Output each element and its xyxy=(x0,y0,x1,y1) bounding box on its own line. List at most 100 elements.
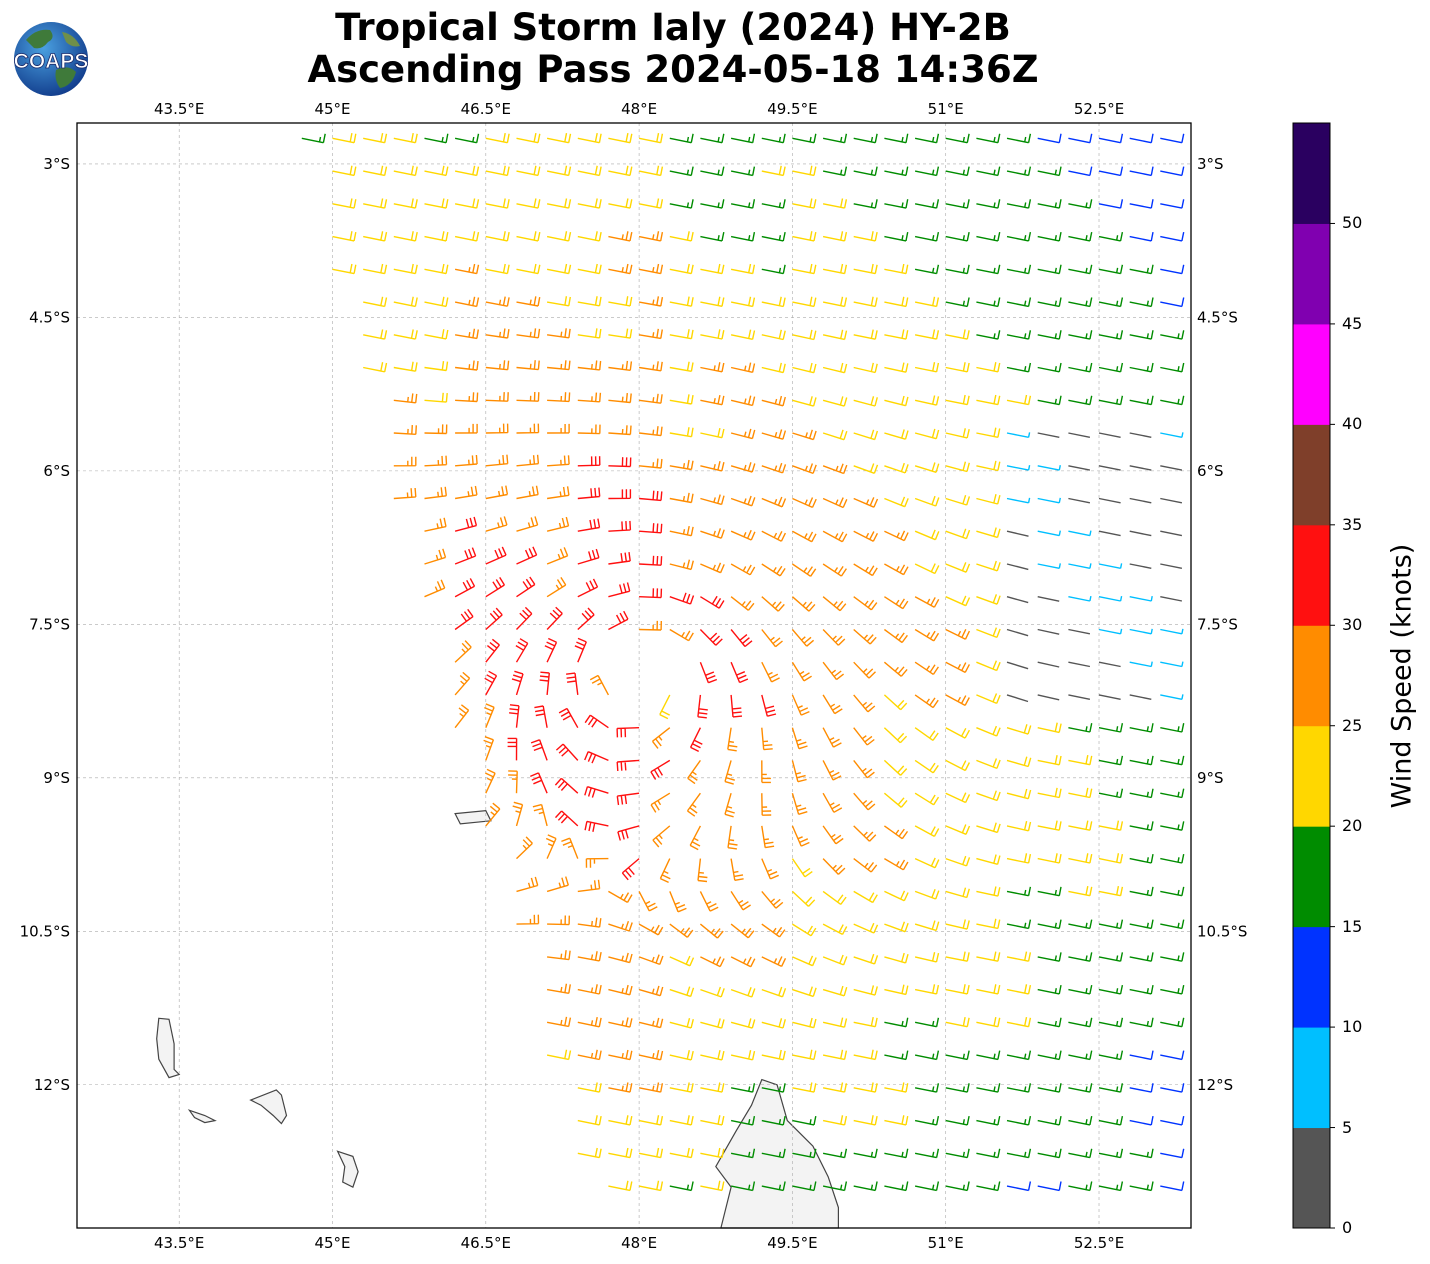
wind-barb xyxy=(700,528,725,539)
wind-barb xyxy=(608,328,633,339)
wind-barb xyxy=(1098,755,1124,766)
wind-barb xyxy=(1160,432,1184,438)
wind-barb xyxy=(761,1049,786,1061)
lon-tick-label: 43.5°E xyxy=(154,100,204,118)
wind-barb xyxy=(945,727,971,739)
wind-barb xyxy=(697,858,708,883)
gridlines xyxy=(77,123,1191,1228)
lat-ticks-left: 3°S 4.5°S 6°S 7.5°S 9°S 10.5°S 12°S xyxy=(20,155,70,1094)
wind-barb xyxy=(484,768,496,794)
wind-barb xyxy=(853,563,878,577)
wind-barb xyxy=(1129,661,1153,668)
wind-barb xyxy=(1006,724,1032,735)
wind-barb xyxy=(638,1082,664,1093)
wind-barb xyxy=(914,264,940,275)
wind-barb xyxy=(730,891,751,911)
wind-barb xyxy=(914,661,939,675)
wind-barb xyxy=(608,360,633,371)
wind-barb xyxy=(976,725,1001,737)
wind-barb xyxy=(1006,1016,1032,1028)
wind-barb xyxy=(914,792,940,806)
wind-barb xyxy=(485,328,510,339)
wind-barb xyxy=(546,296,571,307)
wind-barb xyxy=(1160,1083,1185,1093)
wind-barb xyxy=(1098,1181,1124,1192)
chart-title-line1: Tropical Storm Ialy (2024) HY-2B xyxy=(335,6,1011,49)
wind-barb xyxy=(1006,1050,1032,1061)
wind-barb xyxy=(1068,530,1092,537)
wind-barb xyxy=(638,361,663,372)
wind-barb xyxy=(1068,1115,1093,1126)
wind-barb xyxy=(669,1050,694,1061)
wind-barb xyxy=(1037,1017,1062,1028)
lat-tick-label: 9°S xyxy=(43,769,70,787)
wind-barb xyxy=(546,263,572,275)
wind-barb xyxy=(689,727,703,753)
wind-barb xyxy=(1006,1083,1032,1093)
wind-barb xyxy=(512,801,524,827)
wind-barb xyxy=(945,887,970,899)
wind-barb xyxy=(1068,432,1091,438)
wind-barb xyxy=(730,428,756,440)
wind-barb xyxy=(1129,166,1154,177)
wind-barb xyxy=(1068,1017,1093,1028)
wind-barb xyxy=(424,133,449,144)
wind-barb xyxy=(853,922,879,934)
wind-barb xyxy=(485,165,510,177)
wind-barb xyxy=(516,423,540,434)
wind-barb xyxy=(792,530,817,543)
wind-barb xyxy=(1037,787,1062,799)
colorbar-bin xyxy=(1293,1127,1330,1229)
wind-barb xyxy=(577,198,602,209)
wind-barb xyxy=(454,671,471,696)
wind-barb xyxy=(547,915,570,926)
wind-barb xyxy=(730,858,744,881)
wind-barb xyxy=(730,166,756,177)
wind-barb xyxy=(730,362,756,373)
wind-barb xyxy=(822,985,848,997)
wind-barb xyxy=(1068,465,1091,471)
wind-barb xyxy=(914,428,940,440)
wind-barb xyxy=(761,1018,786,1029)
wind-barb xyxy=(1006,1181,1032,1192)
colorbar-tick-label: 5 xyxy=(1342,1117,1353,1137)
wind-barb xyxy=(577,984,602,995)
wind-barb xyxy=(1160,723,1185,733)
wind-barb xyxy=(1006,1148,1032,1159)
wind-barb xyxy=(1037,432,1060,438)
wind-barb xyxy=(792,1082,817,1093)
wind-barb xyxy=(546,165,572,177)
wind-barb xyxy=(393,393,418,404)
wind-barb xyxy=(976,660,1001,672)
wind-barb xyxy=(669,1181,694,1192)
wind-barb xyxy=(700,956,725,968)
wind-barb xyxy=(791,825,810,847)
wind-barb xyxy=(976,951,1001,962)
wind-barb xyxy=(1006,951,1032,962)
wind-barb xyxy=(883,727,908,744)
lat-tick-label: 4.5°S xyxy=(1197,308,1238,326)
wind-barb xyxy=(651,727,671,749)
wind-barb xyxy=(1129,432,1152,438)
wind-barb xyxy=(1129,231,1154,242)
lon-tick-label: 48°E xyxy=(621,1234,657,1252)
wind-barb xyxy=(1160,199,1185,209)
wind-barb xyxy=(1037,853,1062,864)
lat-tick-label: 10.5°S xyxy=(1197,922,1247,940)
wind-barb xyxy=(669,891,687,913)
lon-tick-label: 45°E xyxy=(314,100,350,118)
wind-barb xyxy=(555,743,579,761)
wind-barb xyxy=(976,1016,1001,1028)
wind-barb xyxy=(1006,628,1029,637)
wind-barb xyxy=(1098,166,1124,177)
wind-barb xyxy=(700,1147,725,1159)
wind-barb xyxy=(976,1181,1001,1192)
wind-barb xyxy=(730,986,756,998)
wind-barb xyxy=(584,714,609,729)
wind-barb xyxy=(914,529,940,541)
wind-barb xyxy=(761,1181,786,1192)
wind-barb xyxy=(700,595,725,609)
wind-barb xyxy=(945,494,971,506)
wind-barb xyxy=(485,546,507,565)
wind-barb xyxy=(424,486,447,500)
